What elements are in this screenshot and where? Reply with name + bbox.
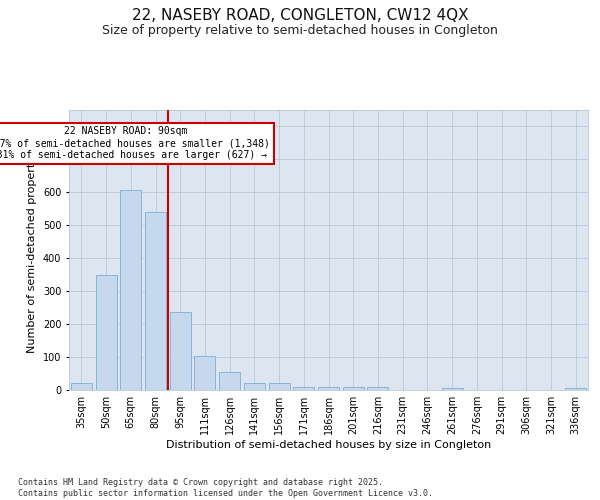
Text: 22 NASEBY ROAD: 90sqm
← 67% of semi-detached houses are smaller (1,348)
  31% of: 22 NASEBY ROAD: 90sqm ← 67% of semi-deta…: [0, 126, 270, 160]
X-axis label: Distribution of semi-detached houses by size in Congleton: Distribution of semi-detached houses by …: [166, 440, 491, 450]
Bar: [219, 372, 240, 390]
Bar: [71, 383, 92, 390]
Bar: [367, 388, 388, 390]
Bar: [194, 356, 215, 390]
Text: Contains HM Land Registry data © Crown copyright and database right 2025.
Contai: Contains HM Land Registry data © Crown c…: [18, 478, 433, 498]
Bar: [565, 388, 586, 390]
Bar: [244, 384, 265, 390]
Bar: [343, 388, 364, 390]
Bar: [170, 312, 191, 390]
Text: 22, NASEBY ROAD, CONGLETON, CW12 4QX: 22, NASEBY ROAD, CONGLETON, CW12 4QX: [131, 8, 469, 22]
Text: Size of property relative to semi-detached houses in Congleton: Size of property relative to semi-detach…: [102, 24, 498, 37]
Bar: [95, 276, 116, 390]
Bar: [269, 384, 290, 390]
Bar: [442, 388, 463, 390]
Bar: [318, 386, 339, 390]
Bar: [120, 190, 141, 390]
Bar: [145, 212, 166, 390]
Y-axis label: Number of semi-detached properties: Number of semi-detached properties: [28, 147, 37, 353]
Bar: [293, 386, 314, 390]
